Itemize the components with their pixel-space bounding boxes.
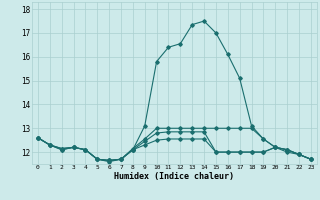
X-axis label: Humidex (Indice chaleur): Humidex (Indice chaleur)	[115, 172, 234, 181]
